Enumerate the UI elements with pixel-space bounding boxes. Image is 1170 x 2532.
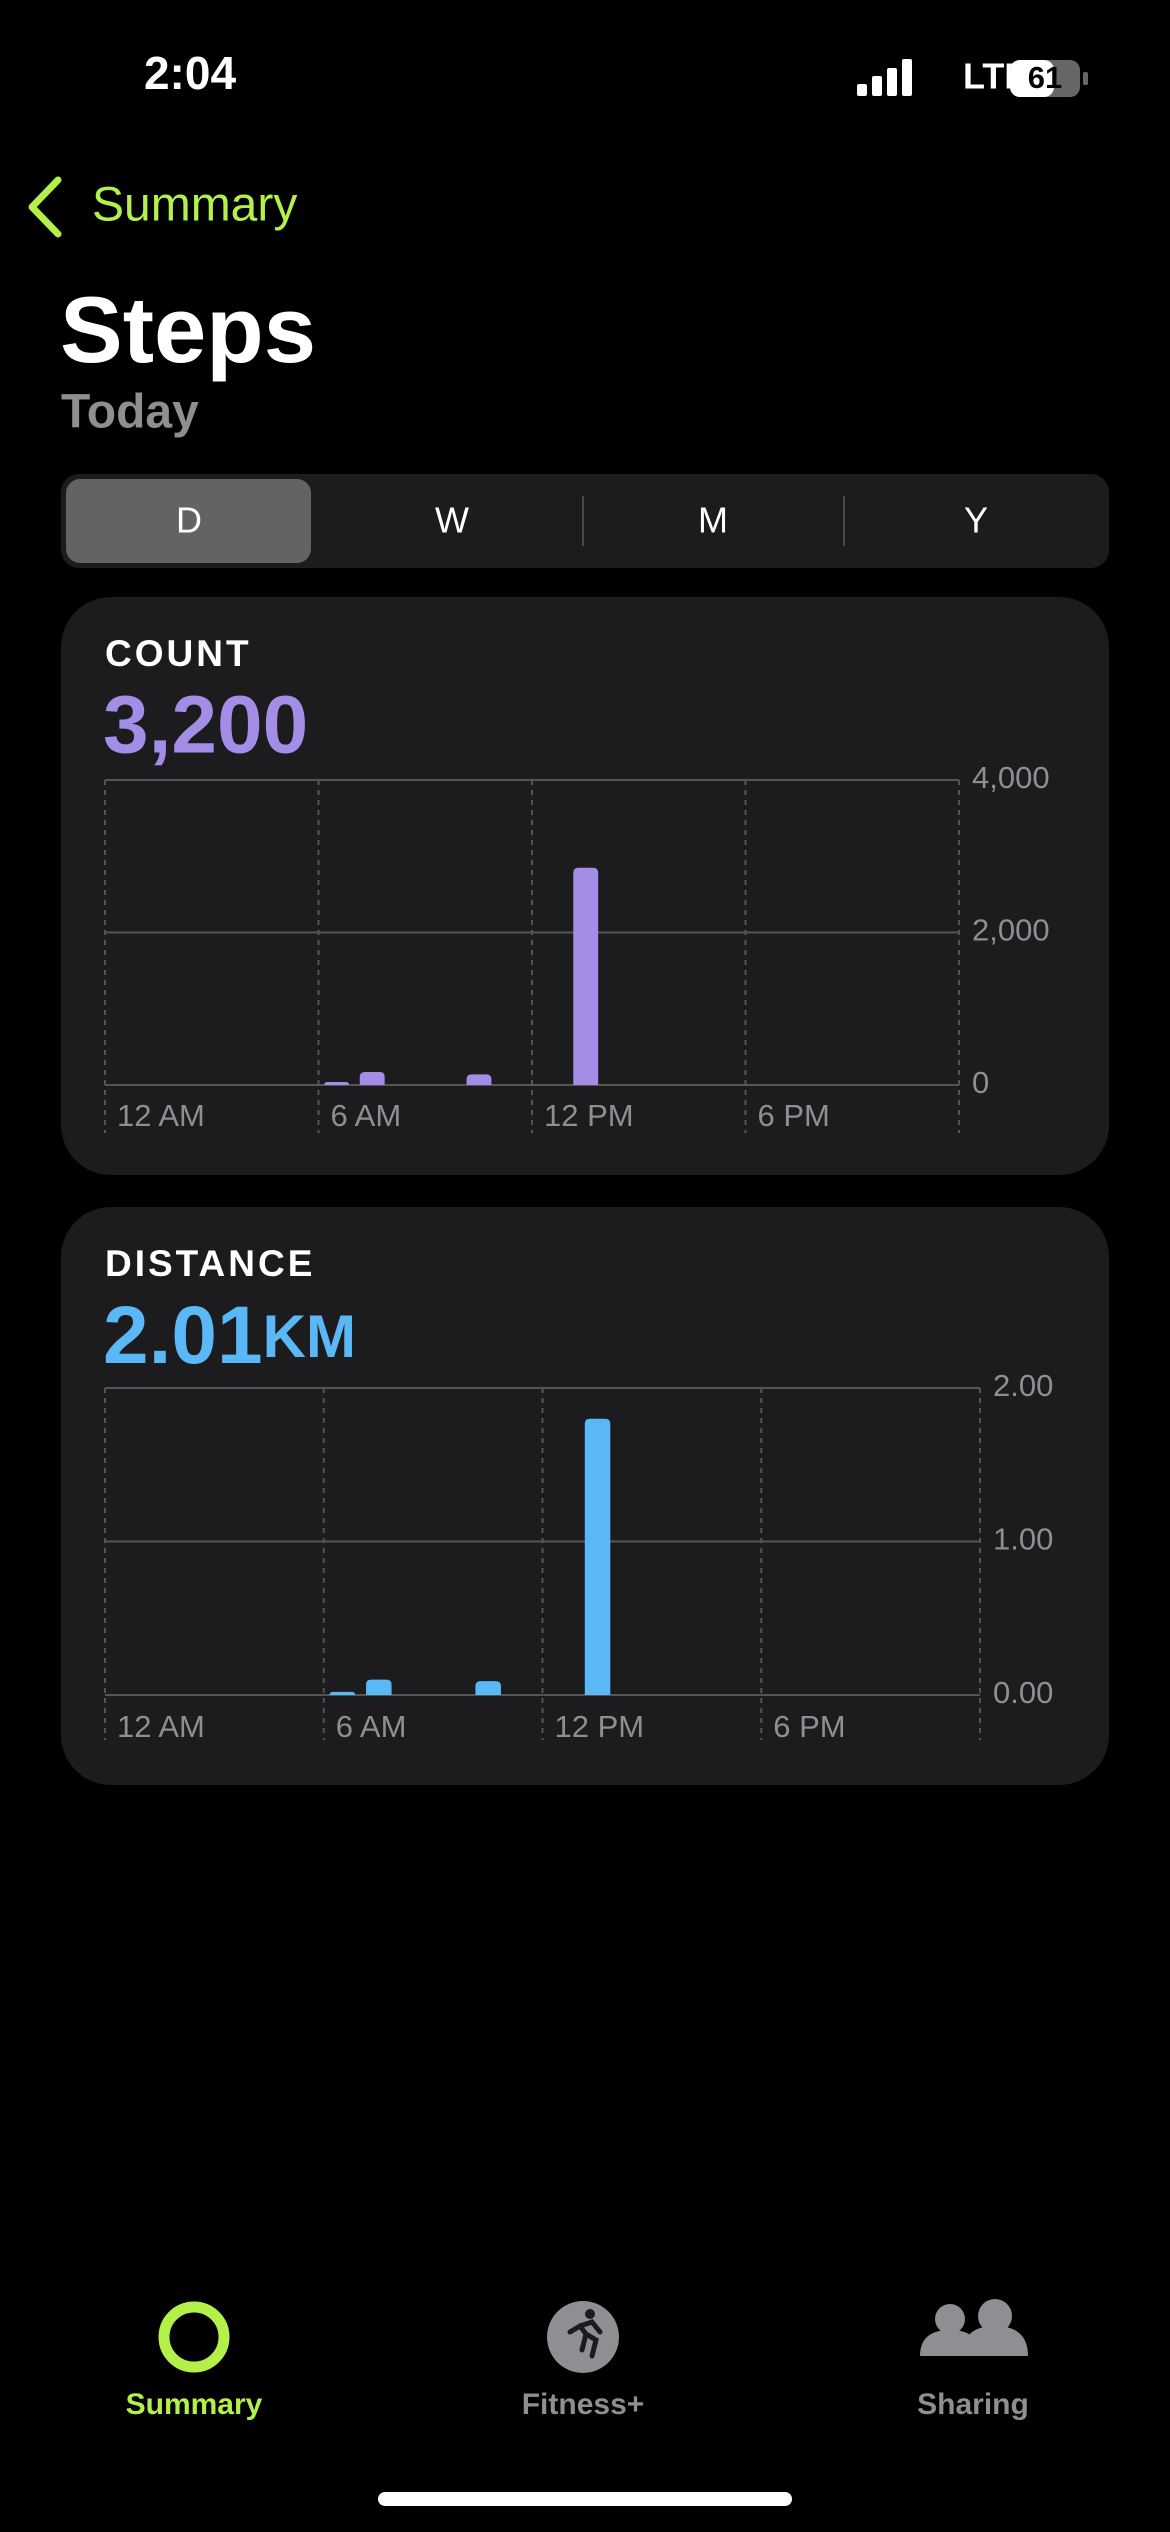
x-tick-label: 12 PM xyxy=(555,1709,645,1744)
summary-value: 2.01 xyxy=(103,1290,263,1381)
segment-label[interactable]: Y xyxy=(964,500,988,541)
y-tick-label: 1.00 xyxy=(993,1522,1053,1557)
bar xyxy=(359,1072,385,1085)
bar xyxy=(573,867,599,1085)
bar xyxy=(584,1418,611,1695)
segmented-control xyxy=(61,474,1109,568)
summary-tab-icon[interactable] xyxy=(158,2301,230,2373)
x-tick-label: 6 PM xyxy=(773,1709,845,1744)
x-tick-label: 12 PM xyxy=(544,1098,634,1133)
signal-icon xyxy=(857,59,912,96)
card-label: COUNT xyxy=(105,633,252,674)
bar xyxy=(324,1081,350,1085)
y-tick-label: 0 xyxy=(972,1065,989,1100)
bar xyxy=(329,1691,356,1695)
tab-label[interactable]: Sharing xyxy=(917,2388,1029,2421)
page-subtitle: Today xyxy=(61,386,199,439)
segment-label[interactable]: M xyxy=(698,500,728,541)
back-button[interactable]: Summary xyxy=(28,176,297,238)
back-chevron[interactable] xyxy=(28,176,62,238)
x-tick-label: 6 AM xyxy=(336,1709,407,1744)
runner-glyph xyxy=(567,2309,603,2359)
bar xyxy=(466,1074,492,1085)
y-tick-label: 4,000 xyxy=(972,760,1050,795)
home-indicator xyxy=(378,2492,792,2506)
tab-label[interactable]: Fitness+ xyxy=(522,2388,645,2421)
card-summary: 2.01KM xyxy=(103,1290,356,1381)
battery-text: 61 xyxy=(1028,60,1062,95)
card-label: DISTANCE xyxy=(105,1243,315,1284)
battery-tip xyxy=(1083,72,1088,85)
battery-level xyxy=(1010,60,1054,97)
bar xyxy=(475,1681,501,1695)
card-summary: 3,200 xyxy=(103,680,308,771)
sharing-tab-icon[interactable] xyxy=(920,2299,1028,2356)
tab-label[interactable]: Summary xyxy=(126,2388,263,2421)
segment-label[interactable]: D xyxy=(176,500,202,541)
x-tick-label: 6 PM xyxy=(758,1098,830,1133)
x-tick-label: 12 AM xyxy=(117,1098,205,1133)
x-tick-label: 12 AM xyxy=(117,1709,205,1744)
summary-unit: KM xyxy=(263,1303,356,1370)
y-tick-label: 2,000 xyxy=(972,913,1050,948)
segment-label[interactable]: W xyxy=(435,500,469,541)
back-label[interactable]: Summary xyxy=(92,179,297,232)
y-tick-label: 0.00 xyxy=(993,1675,1053,1710)
segment-selected xyxy=(66,479,311,563)
page-title: Steps xyxy=(60,277,316,382)
status-time: 2:04 xyxy=(144,47,236,99)
y-tick-label: 2.00 xyxy=(993,1368,1053,1403)
x-tick-label: 6 AM xyxy=(331,1098,402,1133)
bar xyxy=(366,1679,392,1695)
